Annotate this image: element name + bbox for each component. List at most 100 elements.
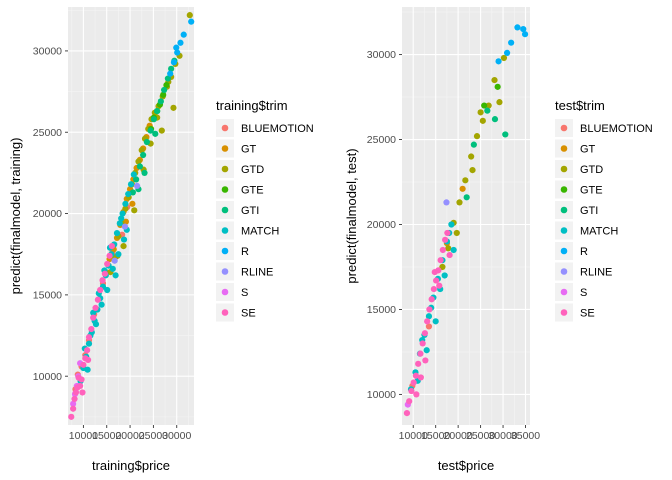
data-point	[446, 251, 453, 259]
data-point	[426, 306, 433, 313]
data-point	[485, 102, 492, 109]
data-point	[79, 389, 86, 396]
data-point	[99, 277, 106, 284]
data-point	[423, 347, 430, 354]
data-point	[113, 229, 121, 237]
data-point	[84, 356, 92, 364]
data-point	[437, 257, 444, 264]
data-point	[112, 272, 119, 279]
x-tick-label: 25000	[139, 430, 168, 442]
data-point	[419, 340, 426, 347]
data-point	[122, 200, 129, 207]
data-point	[444, 229, 451, 237]
data-point	[71, 395, 78, 403]
data-point	[180, 31, 187, 38]
data-point	[456, 199, 463, 206]
legend-entry-label: S	[580, 287, 587, 299]
data-point	[140, 151, 147, 159]
data-point	[141, 169, 148, 176]
data-point	[468, 153, 475, 160]
data-point	[111, 257, 118, 264]
data-point	[143, 138, 150, 146]
y-tick-label: 10000	[367, 389, 396, 401]
data-point	[403, 410, 411, 417]
data-point	[502, 131, 509, 138]
data-point	[491, 76, 498, 84]
legend-key-point	[560, 247, 568, 255]
data-point	[463, 194, 470, 201]
data-point	[422, 357, 429, 364]
data-point	[508, 39, 515, 46]
data-point	[484, 107, 491, 114]
legend-key-point	[221, 227, 229, 234]
data-point	[495, 58, 502, 65]
data-point	[425, 323, 433, 330]
data-point	[120, 236, 128, 243]
data-point	[173, 44, 180, 51]
data-point	[72, 389, 80, 396]
data-point	[133, 176, 140, 183]
data-point	[92, 321, 100, 328]
data-point	[97, 286, 104, 294]
data-point	[469, 167, 476, 174]
data-point	[109, 265, 116, 272]
legend-key-point	[560, 268, 568, 275]
data-point	[450, 246, 457, 254]
data-point	[90, 309, 97, 316]
y-axis-label: predict(finalmodel, test)	[344, 148, 359, 283]
y-tick-label: 30000	[33, 46, 62, 58]
data-point	[90, 314, 97, 321]
legend-key-point	[221, 165, 229, 173]
legend-entry-label: SE	[580, 308, 595, 320]
data-point	[120, 242, 127, 250]
y-tick-label: 30000	[367, 49, 396, 61]
data-point	[170, 104, 177, 111]
data-point	[168, 65, 175, 72]
data-point	[448, 221, 455, 228]
data-point	[174, 49, 181, 56]
data-point	[443, 199, 450, 206]
data-point	[439, 246, 446, 254]
data-point	[424, 318, 431, 325]
x-tick-label: 10000	[69, 430, 98, 442]
data-point	[98, 301, 105, 308]
data-point	[131, 207, 138, 214]
x-tick-label: 25000	[466, 430, 495, 442]
data-point	[477, 109, 484, 116]
x-axis-label: test$price	[438, 458, 494, 473]
data-point	[473, 133, 481, 140]
x-tick-label: 30000	[488, 430, 517, 442]
points	[68, 12, 195, 420]
legend-key-point	[560, 186, 568, 193]
data-point	[432, 318, 439, 325]
data-point	[170, 59, 178, 66]
data-point	[481, 102, 488, 109]
y-tick-label: 25000	[367, 134, 396, 146]
legend-entry-label: S	[241, 287, 248, 299]
x-tick-label: 10000	[399, 430, 428, 442]
data-point	[160, 91, 167, 98]
x-tick-label: 30000	[162, 430, 191, 442]
data-point	[78, 376, 85, 383]
chart-test: 1000015000200002500030000100001500020000…	[344, 7, 653, 473]
x-tick-label: 15000	[421, 430, 450, 442]
x-tick-label: 15000	[92, 430, 121, 442]
data-point	[84, 347, 91, 354]
data-point	[135, 158, 142, 165]
data-point	[88, 325, 95, 333]
legend-key-point	[560, 227, 568, 234]
data-point	[417, 374, 424, 381]
data-point	[445, 245, 452, 252]
data-point	[521, 31, 529, 38]
x-tick-label: 20000	[115, 430, 144, 442]
legend-entry-label: GT	[241, 144, 257, 156]
y-axis-label: predict(finalmodel, training)	[8, 138, 23, 295]
legend-entry-label: R	[580, 246, 588, 258]
data-point	[410, 379, 417, 386]
x-tick-label: 35000	[511, 430, 540, 442]
data-point	[84, 366, 91, 373]
legend-title: training$trim	[216, 98, 288, 113]
data-point	[421, 330, 429, 337]
legend-entry-label: MATCH	[241, 226, 279, 238]
